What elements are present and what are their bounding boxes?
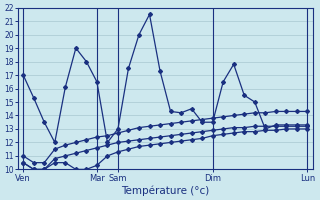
X-axis label: Température (°c): Température (°c)	[121, 185, 209, 196]
